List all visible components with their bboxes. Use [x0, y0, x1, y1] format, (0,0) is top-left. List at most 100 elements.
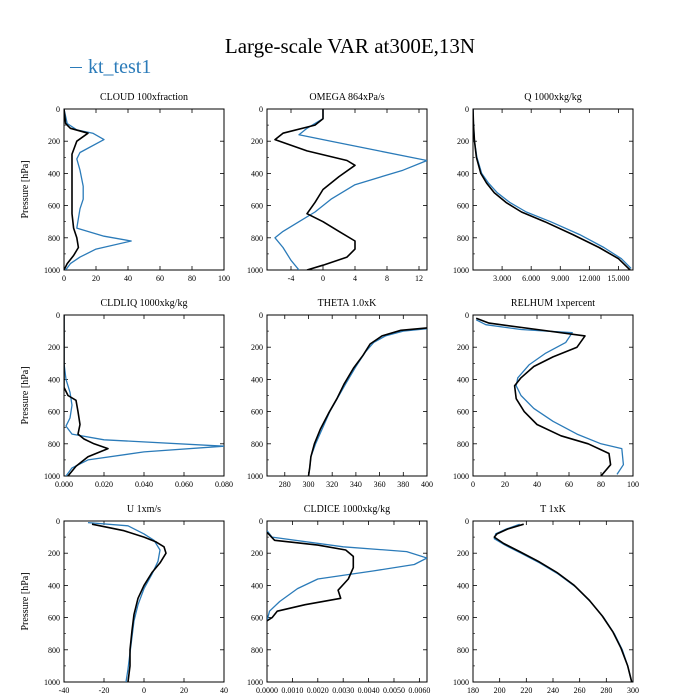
x-tick-label: 340 [350, 480, 362, 489]
y-tick-label: 200 [457, 343, 469, 352]
x-tick-label: 0.020 [95, 480, 113, 489]
x-tick-label: 3.000 [493, 274, 511, 283]
y-axis-label: Pressure [hPa] [20, 160, 31, 218]
x-tick-label: -20 [99, 686, 110, 695]
x-tick-label: 180 [467, 686, 479, 695]
series-line-kt-test1 [307, 328, 427, 476]
y-tick-label: 200 [48, 137, 60, 146]
series-line-black [64, 315, 109, 476]
y-tick-label: 0 [259, 311, 263, 320]
series-line-kt-test1 [473, 109, 632, 269]
x-tick-label: 0.0010 [281, 686, 303, 695]
x-tick-label: 200 [494, 686, 506, 695]
y-tick-label: 800 [457, 440, 469, 449]
y-tick-label: 200 [48, 343, 60, 352]
panel-title: OMEGA 864xPa/s [309, 92, 384, 103]
panel-title: CLDLIQ 1000xkg/kg [101, 298, 188, 309]
y-tick-label: 400 [457, 581, 469, 590]
x-tick-label: 380 [397, 480, 409, 489]
x-tick-label: 12.000 [578, 274, 600, 283]
y-tick-label: 0 [56, 311, 60, 320]
y-tick-label: 200 [457, 137, 469, 146]
series-line-kt-test1 [475, 319, 625, 475]
series-line-black [267, 531, 355, 622]
y-tick-label: 400 [251, 169, 263, 178]
series-line-kt-test1 [64, 109, 132, 270]
series-line-black [493, 523, 633, 682]
y-tick-label: 200 [457, 549, 469, 558]
x-tick-label: 280 [600, 686, 612, 695]
x-tick-label: 20 [501, 480, 509, 489]
y-tick-label: 600 [457, 202, 469, 211]
panel-title: CLDICE 1000xkg/kg [304, 504, 390, 515]
x-tick-label: 320 [326, 480, 338, 489]
y-tick-label: 200 [251, 137, 263, 146]
y-tick-label: 800 [251, 234, 263, 243]
y-tick-label: 600 [457, 614, 469, 623]
y-tick-label: 0 [465, 517, 469, 526]
panel-title: Q 1000xkg/kg [524, 92, 582, 103]
x-tick-label: 240 [547, 686, 559, 695]
x-tick-label: 0.040 [135, 480, 153, 489]
plot-frame [472, 108, 634, 271]
y-tick-label: 1000 [44, 678, 60, 687]
x-tick-label: 15.000 [607, 274, 629, 283]
chart-panel-5: THETA 1.0xK 0 200 400 600 800 1000 280 300 320 340… [247, 298, 433, 489]
series-line-black [473, 109, 631, 270]
y-axis-label: Pressure [hPa] [20, 572, 31, 630]
y-tick-label: 600 [251, 408, 263, 417]
x-tick-label: 220 [520, 686, 532, 695]
y-tick-label: 600 [251, 202, 263, 211]
y-tick-label: 0 [56, 517, 60, 526]
series-line-kt-test1 [493, 523, 633, 682]
series-line-kt-test1 [267, 530, 427, 621]
y-tick-label: 1000 [453, 678, 469, 687]
y-tick-label: 800 [251, 646, 263, 655]
x-tick-label: 8 [385, 274, 389, 283]
y-tick-label: 800 [48, 646, 60, 655]
x-tick-label: 0.060 [175, 480, 193, 489]
legend: kt_test1 [70, 56, 151, 79]
y-tick-label: 1000 [44, 472, 60, 481]
y-tick-label: 800 [48, 234, 60, 243]
y-tick-label: 400 [457, 375, 469, 384]
y-tick-label: 600 [457, 408, 469, 417]
x-tick-label: 40 [533, 480, 541, 489]
x-tick-label: 0 [142, 686, 146, 695]
x-tick-label: 9.000 [551, 274, 569, 283]
x-tick-label: 20 [180, 686, 188, 695]
plot-frame [266, 520, 428, 683]
x-tick-label: 300 [302, 480, 314, 489]
y-axis-label: Pressure [hPa] [20, 366, 31, 424]
y-tick-label: 800 [457, 234, 469, 243]
x-tick-label: 100 [627, 480, 639, 489]
x-tick-label: 0.000 [55, 480, 73, 489]
chart-panel-4: CLDLIQ 1000xkg/kg Pressure [hPa] 0 200 400 60… [20, 298, 233, 489]
plot-frame [472, 314, 634, 477]
x-tick-label: 0.0000 [256, 686, 278, 695]
x-tick-label: 60 [156, 274, 164, 283]
chart-panel-3: Q 1000xkg/kg 0 200 400 600 800 1000 3.000 6.000 9… [453, 92, 634, 283]
y-tick-label: 1000 [44, 266, 60, 275]
panel-title: U 1xm/s [127, 504, 161, 515]
x-tick-label: 280 [279, 480, 291, 489]
figure-title: Large-scale VAR at300E,13N [224, 34, 476, 58]
y-tick-label: 400 [251, 581, 263, 590]
x-tick-label: 0.0050 [383, 686, 405, 695]
y-tick-label: 800 [457, 646, 469, 655]
x-tick-label: 80 [597, 480, 605, 489]
x-tick-label: 60 [565, 480, 573, 489]
panel-title: CLOUD 100xfraction [100, 92, 188, 103]
y-tick-label: 0 [259, 517, 263, 526]
y-tick-label: 400 [457, 169, 469, 178]
y-tick-label: 200 [48, 549, 60, 558]
x-tick-label: 40 [124, 274, 132, 283]
series-line-kt-test1 [87, 521, 161, 682]
x-tick-label: 40 [220, 686, 228, 695]
x-tick-label: 0 [62, 274, 66, 283]
y-tick-label: 600 [48, 202, 60, 211]
series-line-kt-test1 [274, 109, 427, 270]
y-tick-label: 400 [251, 375, 263, 384]
x-tick-label: 0 [321, 274, 325, 283]
x-tick-label: 0.0040 [358, 686, 380, 695]
